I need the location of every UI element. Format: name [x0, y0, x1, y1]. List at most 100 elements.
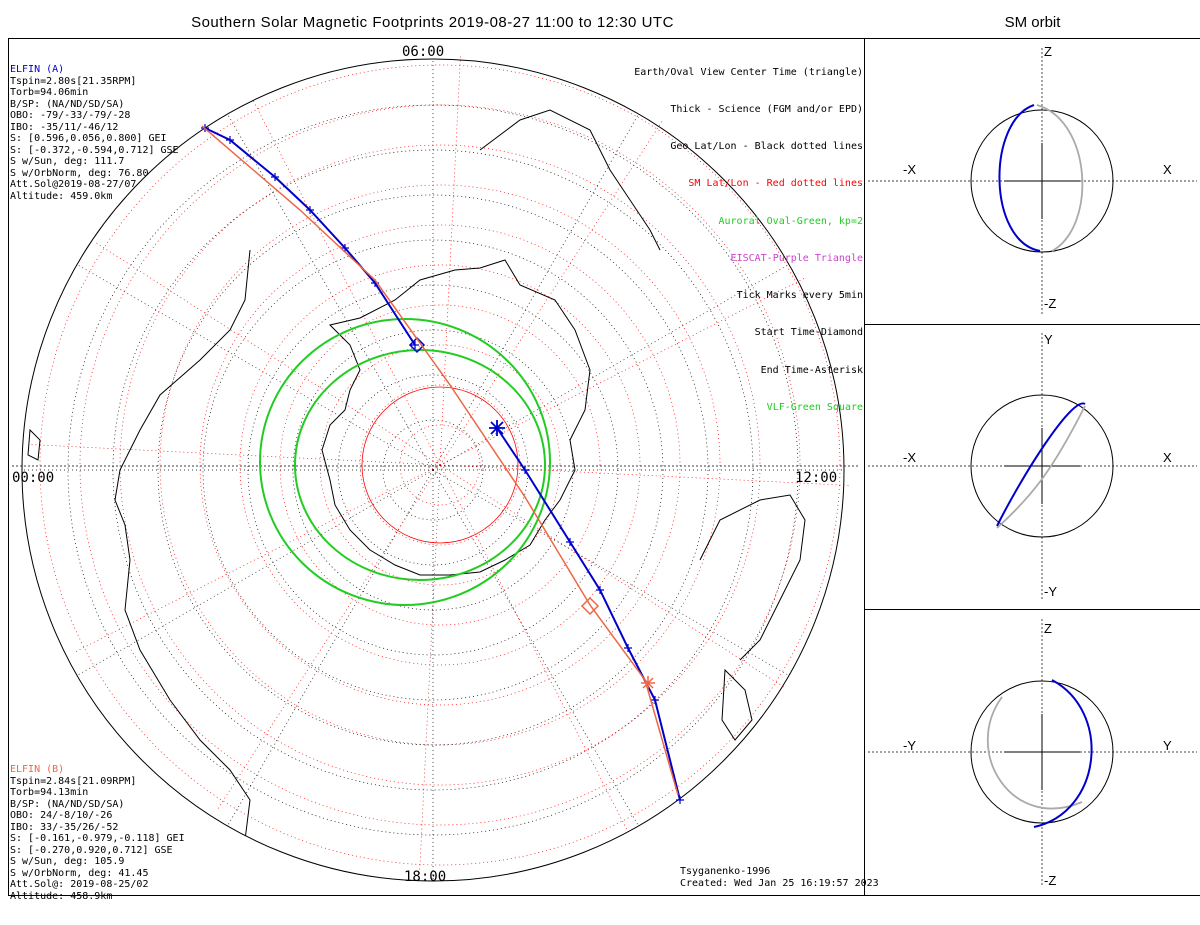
orbit-a-path [998, 104, 1041, 252]
legend-item: End Time-Asterisk [760, 364, 863, 376]
legend-item: Thick - Science (FGM and/or EPD) [670, 104, 863, 116]
elfin-b-line: Altitude: 458.9km [10, 890, 113, 902]
elfin-a-end-asterisk [489, 420, 505, 436]
coastline [114, 249, 251, 841]
geo-longitude-line [227, 469, 434, 827]
panel3-right-label: Y [1163, 738, 1172, 753]
legend-item: EISCAT-Purple Triangle [730, 252, 863, 264]
legend: Earth/Oval View Center Time (triangle) T… [634, 42, 863, 439]
orbit-b-path [986, 696, 1083, 810]
elfin-a-line: B/SP: (NA/ND/SD/SA) [10, 98, 125, 110]
panel1-right-label: X [1163, 162, 1172, 177]
geo-latitude-circle [157, 194, 709, 746]
sm-longitude-line [95, 242, 441, 466]
elfin-b-line: Torb=94.13min [10, 787, 89, 798]
page: Southern Solar Magnetic Footprints 2019-… [8, 14, 1200, 902]
geo-longitude-line [76, 264, 434, 471]
sm-latitude-circle [199, 224, 681, 706]
elfin-a-tick [651, 696, 659, 704]
elfin-a-tick [411, 341, 419, 349]
earth-circle [970, 109, 1114, 253]
geo-latitude-circle [382, 419, 484, 521]
coastline [699, 494, 806, 661]
legend-item: Start Time-Diamond [754, 327, 863, 339]
sm-latitude-circle [319, 344, 561, 586]
credit: Tsyganenko-1996 Created: Wed Jan 25 16:19… [680, 866, 879, 889]
elfin-b-track [201, 125, 679, 796]
sm-latitude-circle [239, 264, 641, 666]
sm-longitude-line [439, 464, 785, 688]
elfin-b-line: S: [-0.161,-0.979,-0.118] GEI [10, 833, 185, 844]
sm-longitude-line [439, 120, 663, 466]
panel2-top-label: Y [1044, 332, 1053, 347]
elfin-a-line: Torb=94.06min [10, 87, 89, 98]
elfin-b-end-asterisk [641, 676, 655, 690]
elfin-a-line: S w/OrbNorm, deg: 76.80 [10, 167, 149, 179]
elfin-b-info: ELFIN (B) Tspin=2.84s[21.09RPM] Torb=94.13… [10, 741, 185, 925]
sm-latitude-circle [79, 104, 801, 826]
sm-inner-circle [361, 386, 519, 544]
map-frame [8, 38, 865, 896]
panel2-right-label: X [1163, 450, 1172, 465]
elfin-a-name: ELFIN (A) [10, 64, 65, 75]
panel3-left-label: -Y [903, 738, 916, 753]
time-label-right: 12:00 [795, 470, 838, 486]
elfin-a-line: Att.Sol@2019-08-27/07 [10, 179, 137, 190]
sm-longitude-line [439, 464, 628, 831]
panel2-left-label: -X [903, 450, 916, 465]
panel3-top-label: Z [1044, 621, 1052, 636]
sm-longitude-line [439, 464, 850, 486]
coastline [721, 668, 753, 741]
elfin-b-line: IBO: 33/-35/26/-52 [10, 821, 119, 833]
orbit-a-path [996, 402, 1086, 527]
geo-longitude-line [76, 469, 434, 676]
orbit-panels [868, 48, 1197, 885]
elfin-a-line: Altitude: 459.0km [10, 190, 113, 202]
sm-latitude-circle [399, 424, 481, 506]
elfin-b-line: Tspin=2.84s[21.09RPM] [10, 775, 137, 787]
legend-item: Geo Lat/Lon - Black dotted lines [670, 141, 863, 153]
panel3-bottom-label: -Z [1044, 873, 1057, 888]
elfin-a-tick [624, 644, 632, 652]
elfin-a-line: OBO: -79/-33/-79/-28 [10, 110, 131, 121]
elfin-b-line: OBO: 24/-8/10/-26 [10, 810, 113, 821]
elfin-b-line: Att.Sol@: 2019-08-25/02 [10, 879, 149, 890]
legend-item: Earth/Oval View Center Time (triangle) [634, 66, 863, 78]
auroral-oval-inner [294, 349, 546, 581]
sm-longitude-line [74, 464, 441, 653]
elfin-a-tick [271, 173, 279, 181]
credit-model: Tsyganenko-1996 [680, 866, 771, 877]
orbit-b-path [996, 405, 1086, 529]
legend-item: VLF-Green Square [766, 401, 863, 413]
geo-longitude-line [227, 113, 434, 471]
elfin-a-track [496, 427, 681, 801]
orbit-panel-yz [865, 609, 1200, 896]
elfin-a-tick [676, 796, 684, 804]
coastline [321, 259, 591, 576]
elfin-a-line: IBO: -35/11/-46/12 [10, 121, 119, 133]
elfin-a-line: S: [-0.372,-0.594,0.712] GSE [10, 144, 179, 156]
geo-latitude-circle [202, 239, 664, 701]
elfin-b-line: S w/OrbNorm, deg: 41.45 [10, 867, 149, 879]
sm-longitude-line [217, 464, 441, 810]
elfin-b-name: ELFIN (B) [10, 764, 65, 775]
coastline [479, 109, 661, 251]
sm-latitude-circle [119, 144, 761, 786]
legend-item: SM Lat/Lon - Red dotted lines [688, 178, 863, 190]
footprint-tracks [201, 124, 684, 804]
panel1-bottom-label: -Z [1044, 296, 1057, 311]
elfin-a-line: S w/Sun, deg: 111.7 [10, 156, 125, 167]
elfin-a-tick [596, 586, 604, 594]
sm-longitude-line [252, 99, 441, 466]
orbit-b-path [1036, 104, 1084, 252]
panel2-bottom-label: -Y [1044, 584, 1057, 599]
elfin-a-tick [521, 466, 529, 474]
elfin-b-line: B/SP: (NA/ND/SD/SA) [10, 798, 125, 810]
sm-latitude-circle [279, 304, 601, 626]
sm-longitude-line [30, 444, 441, 466]
auroral-oval-outer [259, 318, 551, 606]
elfin-b-start-diamond [580, 596, 600, 616]
geo-longitude-line [432, 469, 790, 676]
elfin-a-line: Tspin=2.80s[21.35RPM] [10, 75, 137, 87]
globe-outline [21, 58, 845, 882]
